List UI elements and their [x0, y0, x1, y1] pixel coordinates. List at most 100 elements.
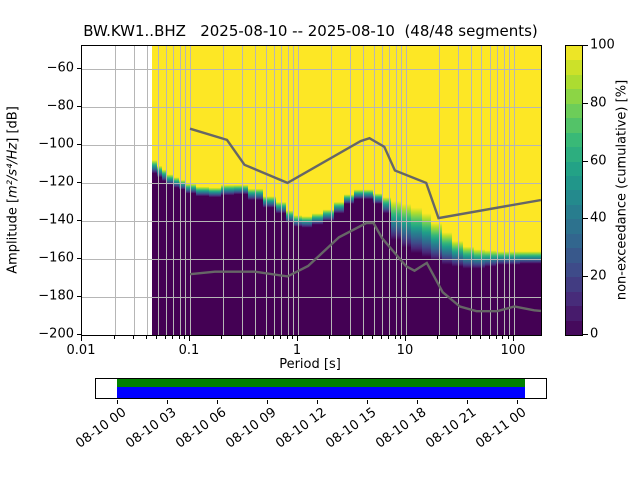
grid-line-horizontal [82, 144, 541, 146]
ppsd-column [285, 46, 295, 335]
colorbar-step [566, 147, 582, 162]
ppsd-plot-area [81, 45, 542, 336]
axis-tick [117, 400, 118, 404]
axis-tick [81, 336, 82, 341]
grid-line-vertical [241, 46, 243, 335]
axis-tick [217, 400, 218, 404]
grid-line-vertical [287, 46, 289, 335]
axis-tick [512, 336, 514, 341]
ppsd-column [208, 46, 222, 335]
axis-tick [404, 336, 406, 341]
colorbar-step [566, 162, 582, 176]
colorbar-step [566, 321, 582, 335]
axis-tick [267, 400, 268, 404]
colorbar-step [566, 190, 582, 205]
axis-tick [508, 336, 510, 339]
axis-tick [240, 336, 242, 339]
ppsd-column [322, 46, 335, 335]
axis-tick [480, 336, 482, 339]
colorbar [565, 45, 583, 336]
x-tick-label: 10 [396, 343, 414, 358]
axis-tick [76, 334, 81, 335]
x-tick-label: 0.1 [178, 343, 200, 358]
timeline-tick-label: 08-10 03 [122, 405, 179, 452]
axis-tick [583, 276, 588, 278]
chart-title: BW.KW1..BHZ 2025-08-10 -- 2025-08-10 (48… [83, 22, 538, 40]
timeline-tick-label: 08-10 09 [222, 405, 279, 452]
grid-line-vertical [157, 46, 159, 335]
grid-line-vertical [330, 46, 332, 335]
axis-tick [188, 336, 190, 341]
grid-line-vertical [373, 46, 375, 335]
grid-line-horizontal [82, 182, 541, 184]
axis-tick [583, 160, 588, 162]
x-tick-label: 1 [292, 343, 302, 358]
axis-tick [165, 336, 167, 339]
axis-tick [361, 336, 363, 339]
grid-line-vertical [509, 46, 510, 335]
axis-tick [583, 45, 588, 46]
ppsd-column [431, 46, 443, 335]
ppsd-column [354, 46, 365, 335]
axis-tick [317, 400, 318, 404]
timeline-data-segments-bar [117, 387, 525, 398]
axis-tick [502, 336, 504, 339]
y-tick-label: −160 [38, 250, 74, 266]
timeline-tick-label: 08-10 15 [322, 405, 379, 452]
ppsd-column [463, 46, 475, 335]
grid-line-vertical [222, 46, 224, 335]
ppsd-column [196, 46, 210, 335]
y-tick-label: −140 [38, 212, 74, 228]
ppsd-column [157, 46, 163, 335]
axis-tick [381, 336, 382, 339]
axis-tick [496, 336, 498, 339]
grid-line-horizontal [82, 106, 541, 108]
colorbar-tick-label: 60 [590, 153, 607, 169]
grid-line-vertical [363, 46, 364, 335]
timeline-tick-label: 08-10 00 [72, 405, 129, 452]
grid-line-vertical [406, 46, 407, 335]
grid-line-vertical [179, 46, 181, 335]
axis-tick [172, 336, 174, 339]
axis-tick [184, 336, 186, 339]
axis-tick [437, 336, 439, 339]
timeline-tick-label: 08-11 00 [472, 405, 529, 452]
colorbar-tick-label: 0 [590, 326, 599, 342]
axis-tick [417, 400, 418, 404]
axis-tick [113, 336, 115, 339]
ppsd-column [220, 46, 235, 335]
ppsd-column [421, 46, 432, 335]
grid-line-vertical [395, 46, 397, 335]
y-tick-label: −100 [38, 136, 74, 152]
grid-line-horizontal [82, 258, 541, 260]
colorbar-label: non-exceedance (cumulative) [%] [614, 79, 630, 301]
ppsd-column [441, 46, 453, 335]
grid-line-vertical [497, 46, 499, 335]
axis-tick [467, 400, 468, 404]
grid-line-vertical [349, 46, 351, 335]
axis-tick [132, 336, 134, 339]
grid-line-vertical [503, 46, 505, 335]
grid-line-vertical [185, 46, 186, 335]
grid-line-vertical [401, 46, 402, 335]
colorbar-step [566, 133, 582, 147]
colorbar-step [566, 219, 582, 234]
colorbar-tick-label: 40 [590, 210, 607, 226]
ppsd-column [363, 46, 374, 335]
ppsd-column [311, 46, 324, 335]
axis-tick [292, 336, 294, 339]
noise-model-lines [189, 127, 541, 313]
axis-tick [273, 336, 275, 339]
colorbar-tick-label: 80 [590, 95, 607, 111]
grid-line-vertical [173, 46, 175, 335]
colorbar-step [566, 277, 582, 292]
colorbar-step [566, 46, 582, 60]
grid-line-vertical [471, 46, 472, 335]
ppsd-column [161, 46, 168, 335]
y-tick-label: −120 [38, 174, 74, 190]
timeline-tick-label: 08-10 12 [272, 405, 329, 452]
axis-tick [76, 105, 81, 107]
colorbar-step [566, 263, 582, 277]
colorbar-step [566, 292, 582, 306]
high-noise-model-line [189, 127, 541, 220]
